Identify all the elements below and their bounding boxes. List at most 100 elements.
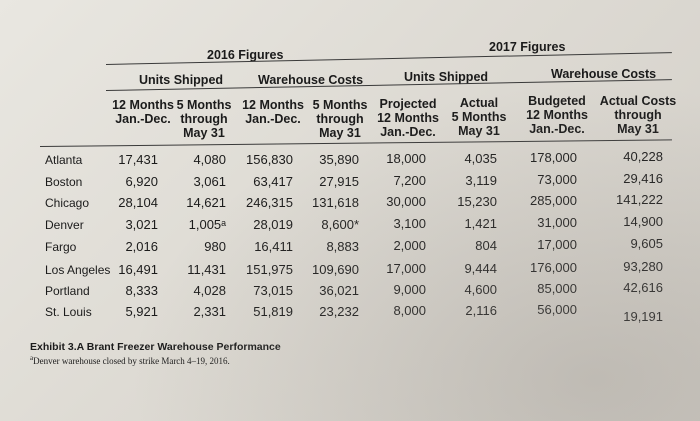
table-cell: 35,890 [319, 152, 359, 167]
col-header-units-2017-actual: Actual 5 Months May 31 [442, 96, 516, 138]
col-header-line: May 31 [183, 126, 225, 140]
group-warehouse-2017: Warehouse Costs [551, 67, 657, 81]
col-header-line: Budgeted [528, 94, 586, 108]
table-cell: 30,000 [386, 194, 426, 209]
table-cell: 4,080 [193, 152, 226, 167]
table-cell: 16,491 [118, 262, 158, 277]
city-label: Chicago [45, 196, 90, 210]
table-cell: 7,200 [393, 173, 426, 188]
col-header-line: May 31 [319, 126, 361, 140]
col-header-line: Jan.-Dec. [115, 112, 171, 126]
col-header-costs-2016-12mo: 12 Months Jan.-Dec. [238, 98, 308, 126]
table-cell: 804 [475, 238, 497, 253]
table-cell: 29,416 [623, 171, 663, 186]
col-header-line: 5 Months [451, 110, 507, 124]
table-cell: 18,000 [386, 151, 426, 166]
table-cell: 4,028 [193, 283, 226, 298]
col-header-units-2016-5mo: 5 Months through May 31 [172, 98, 236, 140]
col-header-costs-2016-5mo: 5 Months through May 31 [305, 98, 375, 140]
col-header-line: May 31 [617, 122, 659, 136]
table-cell: 2,016 [125, 239, 158, 254]
col-header-line: 5 Months [176, 98, 232, 112]
group-units-2016: Units Shipped [139, 73, 224, 87]
table-cell: 11,431 [187, 262, 226, 277]
table-cell: 56,000 [537, 302, 577, 317]
col-header-line: through [180, 112, 228, 126]
footnote-text: Denver warehouse closed by strike March … [33, 356, 230, 366]
table-cell: 3,021 [125, 217, 158, 232]
table-cell: 131,618 [312, 195, 359, 210]
table-cell: 19,191 [623, 309, 663, 324]
city-label: Boston [45, 175, 83, 189]
col-header-units-2017-projected: Projected 12 Months Jan.-Dec. [373, 97, 443, 139]
city-label: Denver [45, 218, 84, 232]
table-cell: 73,015 [253, 283, 293, 298]
table-cell: 2,116 [465, 303, 497, 318]
city-label: Fargo [45, 240, 77, 254]
table-cell: 9,605 [630, 236, 663, 251]
table-cell: 8,600* [321, 217, 359, 232]
city-label: Portland [45, 284, 90, 298]
table-cell: 246,315 [246, 195, 293, 210]
col-header-line: Actual [459, 96, 499, 110]
table-cell: 8,000 [393, 303, 426, 318]
table-cell: 980 [204, 239, 226, 254]
col-header-line: through [316, 112, 364, 126]
year-title-2017: 2017 Figures [489, 40, 566, 54]
table-cell: 15,230 [457, 194, 497, 209]
city-label: Los Angeles [45, 263, 111, 277]
table-cell: 8,333 [125, 283, 158, 298]
table-cell: 1,005ᵃ [188, 217, 226, 232]
city-label: Atlanta [45, 153, 83, 167]
table-cell: 151,975 [246, 262, 293, 277]
col-header-line: Projected [379, 97, 437, 111]
table-cell: 3,100 [393, 216, 426, 231]
table-cell: 2,000 [393, 238, 426, 253]
table-cell: 16,411 [254, 239, 293, 254]
table-cell: 3,119 [465, 173, 497, 188]
col-header-line: 12 Months [242, 98, 304, 112]
table-cell: 51,819 [253, 304, 293, 319]
col-header-line: Jan.-Dec. [380, 125, 436, 139]
col-header-line: Jan.-Dec. [245, 112, 301, 126]
table-cell: 42,616 [623, 280, 663, 295]
table-cell: 28,019 [253, 217, 293, 232]
col-header-costs-2017-actual: Actual Costs through May 31 [597, 94, 679, 136]
table-cell: 2,331 [193, 304, 226, 319]
header-rule [39, 139, 672, 147]
col-header-line: 12 Months [112, 98, 174, 112]
table-cell: 85,000 [537, 281, 577, 296]
col-header-line: 5 Months [312, 98, 368, 112]
table-cell: 36,021 [319, 283, 359, 298]
footnote-marker: a [30, 354, 34, 362]
table-cell: 17,431 [118, 152, 158, 167]
table-cell: 63,417 [253, 174, 293, 189]
table-cell: 109,690 [312, 262, 359, 277]
group-warehouse-2016: Warehouse Costs [258, 73, 364, 87]
table-cell: 9,000 [393, 282, 426, 297]
footnote: aDenver warehouse closed by strike March… [30, 354, 230, 366]
table-cell: 73,000 [537, 172, 577, 187]
table-cell: 8,883 [326, 239, 359, 254]
table-cell: 141,222 [616, 192, 663, 207]
table-cell: 156,830 [246, 152, 293, 167]
table-cell: 5,921 [125, 304, 158, 319]
table-cell: 176,000 [530, 260, 577, 275]
table-cell: 6,920 [125, 174, 158, 189]
city-label: St. Louis [45, 305, 92, 319]
table-cell: 23,232 [319, 304, 359, 319]
table-cell: 28,104 [118, 195, 158, 210]
year-title-2016: 2016 Figures [207, 48, 284, 62]
col-header-line: May 31 [458, 124, 500, 138]
col-header-line: Actual Costs [599, 94, 677, 108]
table-cell: 3,061 [193, 174, 226, 189]
table-cell: 17,000 [537, 237, 577, 252]
table-cell: 285,000 [530, 193, 577, 208]
col-header-line: 12 Months [526, 108, 588, 122]
table-cell: 9,444 [464, 261, 497, 276]
table-cell: 31,000 [537, 215, 577, 230]
table-cell: 178,000 [530, 150, 577, 165]
table-cell: 40,228 [623, 149, 663, 164]
col-header-costs-2017-budgeted: Budgeted 12 Months Jan.-Dec. [518, 94, 596, 136]
